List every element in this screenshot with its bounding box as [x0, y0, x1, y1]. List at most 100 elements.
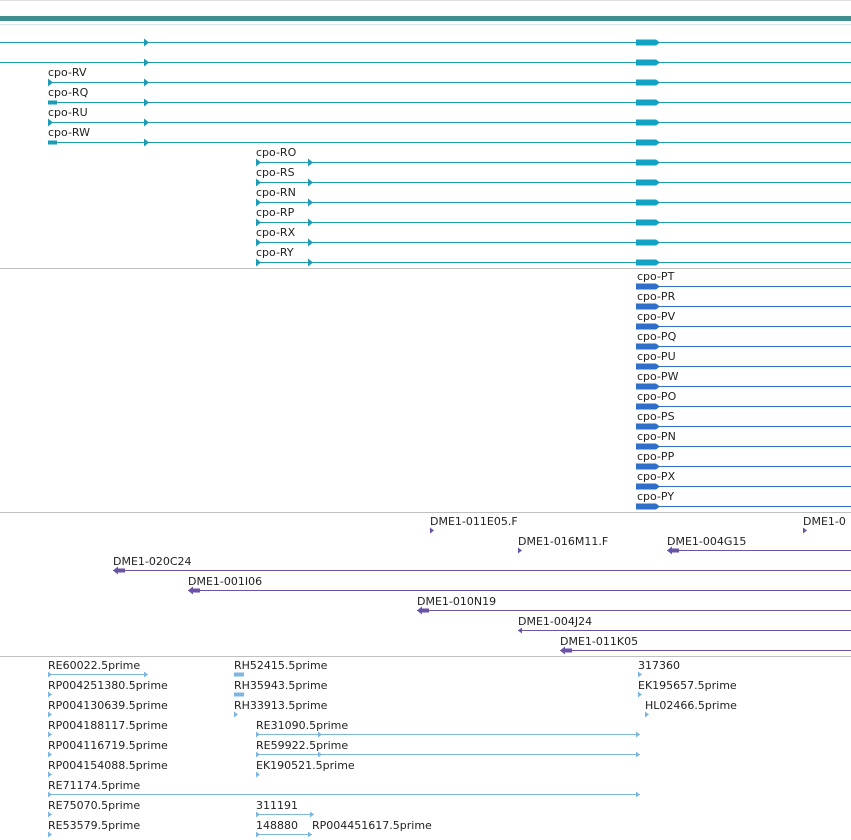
transcript-cpo-r-4-exon [636, 119, 660, 126]
transcript-cpo-r-2-exon-mark [144, 78, 149, 87]
transcript-cpo-r-6-start [256, 158, 261, 167]
label-transcript-cpo-r-3[interactable]: cpo-RQ [48, 86, 89, 99]
label-est-read-17[interactable]: RP004451617.5prime [312, 819, 432, 832]
transcript-cpo-r-10-start [256, 238, 261, 247]
transcript-cpo-r-11-exon-mark [308, 258, 313, 267]
est-read-11-start [234, 711, 238, 718]
transcript-cpo-r-6-exon-mark [308, 158, 313, 167]
transcript-cpo-p-9-exon [636, 463, 660, 470]
dme1-clone-6-block [420, 608, 429, 613]
label-transcript-cpo-r-8[interactable]: cpo-RN [256, 186, 296, 199]
dme1-clone-7-end [518, 627, 522, 634]
transcript-cpo-r-7-exon-mark [308, 178, 313, 187]
label-est-read-20[interactable]: HL02466.5prime [645, 699, 737, 712]
transcript-cpo-r-2-exon [636, 79, 660, 86]
transcript-cpo-r-0-exon [636, 39, 660, 46]
label-dme1-clone-4[interactable]: DME1-020C24 [113, 555, 192, 568]
est-read-19-start [638, 691, 642, 698]
label-dme1-clone-0[interactable]: DME1-011E05.F [430, 515, 518, 528]
label-transcript-cpo-p-3[interactable]: cpo-PQ [637, 330, 677, 343]
transcript-cpo-r-5-exon [636, 139, 660, 146]
label-est-read-15[interactable]: 311191 [256, 799, 298, 812]
label-transcript-cpo-p-10[interactable]: cpo-PX [637, 470, 676, 483]
est-read-6-start [48, 791, 52, 798]
label-dme1-clone-3[interactable]: DME1-004G15 [667, 535, 746, 548]
est-read-14-start [256, 771, 260, 778]
label-transcript-cpo-r-5[interactable]: cpo-RW [48, 126, 90, 139]
dme1-clone-1-marker [803, 527, 807, 534]
label-est-read-14[interactable]: EK190521.5prime [256, 759, 355, 772]
dme1-clone-5-end [188, 586, 193, 595]
transcript-cpo-r-11-exon [636, 259, 660, 266]
label-est-read-7[interactable]: RE75070.5prime [48, 799, 140, 812]
label-transcript-cpo-p-7[interactable]: cpo-PS [637, 410, 675, 423]
chromosome-overview-bar [0, 16, 851, 21]
label-transcript-cpo-p-9[interactable]: cpo-PP [637, 450, 675, 463]
label-dme1-clone-1[interactable]: DME1-0 [803, 515, 846, 528]
label-transcript-cpo-p-11[interactable]: cpo-PY [637, 490, 674, 503]
label-est-read-4[interactable]: RP004116719.5prime [48, 739, 168, 752]
transcript-cpo-r-6-exon [636, 159, 660, 166]
label-transcript-cpo-r-6[interactable]: cpo-RO [256, 146, 297, 159]
label-transcript-cpo-r-4[interactable]: cpo-RU [48, 106, 88, 119]
dme1-clone-5-block [191, 588, 200, 593]
label-transcript-cpo-p-5[interactable]: cpo-PW [637, 370, 679, 383]
dme1-clone-6-end [417, 606, 422, 615]
transcript-cpo-r-4-start [48, 118, 53, 127]
transcript-cpo-r-9-start [256, 218, 261, 227]
dme1-clone-3-block [670, 548, 679, 553]
label-transcript-cpo-r-2[interactable]: cpo-RV [48, 66, 87, 79]
label-est-read-8[interactable]: RE53579.5prime [48, 819, 140, 832]
transcript-cpo-p-0-exon [636, 283, 660, 290]
label-transcript-cpo-p-1[interactable]: cpo-PR [637, 290, 676, 303]
label-est-read-9[interactable]: RH52415.5prime [234, 659, 328, 672]
label-transcript-cpo-r-7[interactable]: cpo-RS [256, 166, 295, 179]
dme1-clone-4-end [113, 566, 118, 575]
transcript-cpo-p-1-exon [636, 303, 660, 310]
transcript-cpo-r-10-exon-mark [308, 238, 313, 247]
transcript-cpo-r-1-exon [636, 59, 660, 66]
label-est-read-11[interactable]: RH33913.5prime [234, 699, 328, 712]
label-dme1-clone-6[interactable]: DME1-010N19 [417, 595, 496, 608]
est-read-9-block [234, 672, 244, 677]
transcript-cpo-p-7-exon [636, 423, 660, 430]
label-est-read-3[interactable]: RP004188117.5prime [48, 719, 168, 732]
transcript-cpo-p-6-exon [636, 403, 660, 410]
label-est-read-12[interactable]: RE31090.5prime [256, 719, 348, 732]
label-transcript-cpo-p-2[interactable]: cpo-PV [637, 310, 676, 323]
label-est-read-13[interactable]: RE59922.5prime [256, 739, 348, 752]
transcript-cpo-p-10-exon [636, 483, 660, 490]
label-dme1-clone-5[interactable]: DME1-001I06 [188, 575, 262, 588]
label-est-read-2[interactable]: RP004130639.5prime [48, 699, 168, 712]
label-transcript-cpo-p-8[interactable]: cpo-PN [637, 430, 676, 443]
label-transcript-cpo-r-10[interactable]: cpo-RX [256, 226, 296, 239]
transcript-cpo-r-2-start [48, 78, 53, 87]
label-est-read-6[interactable]: RE71174.5prime [48, 779, 140, 792]
label-est-read-10[interactable]: RH35943.5prime [234, 679, 328, 692]
label-dme1-clone-8[interactable]: DME1-011K05 [560, 635, 638, 648]
est-read-12-end [636, 731, 640, 738]
label-est-read-1[interactable]: RP004251380.5prime [48, 679, 168, 692]
label-est-read-16[interactable]: 148880 [256, 819, 298, 832]
label-transcript-cpo-p-0[interactable]: cpo-PT [637, 270, 675, 283]
transcript-cpo-r-0-exon-mark [144, 38, 149, 47]
transcript-cpo-r-3-exon-mark [144, 98, 149, 107]
label-transcript-cpo-r-11[interactable]: cpo-RY [256, 246, 294, 259]
est-read-7-start [48, 811, 52, 818]
est-read-2-start [48, 711, 52, 718]
label-est-read-0[interactable]: RE60022.5prime [48, 659, 140, 672]
label-dme1-clone-7[interactable]: DME1-004J24 [518, 615, 592, 628]
est-read-0-start [48, 671, 52, 678]
label-transcript-cpo-r-9[interactable]: cpo-RP [256, 206, 295, 219]
est-read-5-start [48, 771, 52, 778]
label-est-read-18[interactable]: 317360 [638, 659, 680, 672]
label-est-read-5[interactable]: RP004154088.5prime [48, 759, 168, 772]
est-read-1-start [48, 691, 52, 698]
est-read-16-end [308, 831, 312, 838]
label-transcript-cpo-p-6[interactable]: cpo-PO [637, 390, 677, 403]
label-est-read-19[interactable]: EK195657.5prime [638, 679, 737, 692]
label-transcript-cpo-p-4[interactable]: cpo-PU [637, 350, 676, 363]
label-dme1-clone-2[interactable]: DME1-016M11.F [518, 535, 608, 548]
